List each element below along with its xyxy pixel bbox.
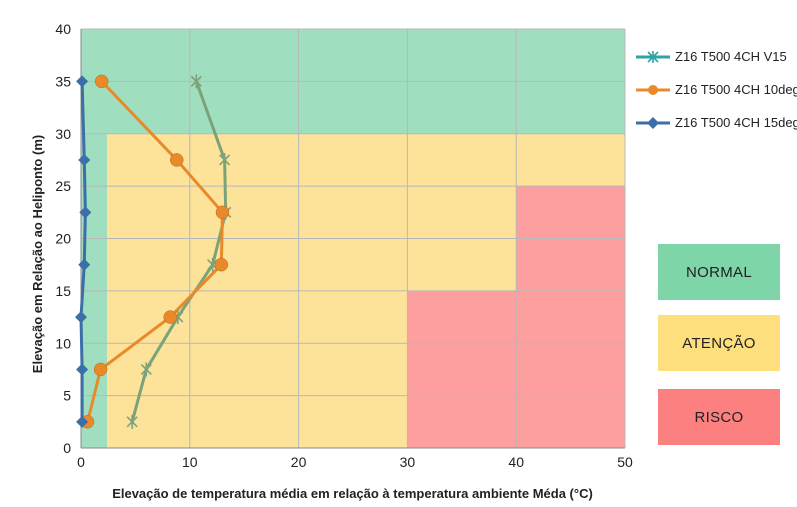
zone-risco-box: RISCO [658, 389, 780, 445]
y-tick-label: 25 [55, 178, 71, 194]
legend-label: Z16 T500 4CH 15deg [675, 115, 797, 130]
series-1-point [140, 362, 152, 377]
series-3-point [76, 363, 89, 376]
series-1-point [190, 74, 202, 89]
series-3-point [76, 415, 89, 428]
series-3-point [78, 258, 91, 271]
y-tick-label: 10 [55, 335, 71, 351]
series-2-point [163, 310, 177, 324]
series-1-point [219, 152, 231, 167]
y-tick-label: 15 [55, 283, 71, 299]
legend-label: Z16 T500 4CH V15 [675, 49, 787, 64]
x-tick-label: 20 [291, 454, 307, 470]
zone-normal-box: NORMAL [658, 244, 780, 300]
zone-atencao-box: ATENÇÃO [658, 315, 780, 371]
y-tick-label: 5 [63, 388, 71, 404]
series-2-point [215, 205, 230, 220]
y-tick-label: 30 [55, 126, 71, 142]
zone-atencao-label: ATENÇÃO [682, 334, 756, 352]
series-1-point [126, 414, 138, 429]
x-tick-label: 30 [400, 454, 416, 470]
legend-label: Z16 T500 4CH 10deg [675, 82, 797, 97]
y-tick-label: 0 [63, 440, 71, 456]
series-3-point [76, 75, 89, 88]
x-tick-label: 10 [182, 454, 198, 470]
series-2-point [94, 74, 109, 89]
y-axis-title: Elevação em Relação ao Heliponto (m) [30, 134, 45, 374]
legend-item-v15: Z16 T500 4CH V15 [636, 40, 797, 73]
series-3-point [78, 153, 91, 166]
legend-marker-diamond-icon [636, 116, 670, 129]
zone-normal-label: NORMAL [686, 263, 752, 281]
x-tick-label: 40 [508, 454, 524, 470]
y-tick-label: 20 [55, 231, 71, 247]
legend-marker-star-icon [636, 50, 670, 63]
legend: Z16 T500 4CH V15 Z16 T500 4CH 10deg Z16 … [636, 40, 797, 139]
legend-item-10deg: Z16 T500 4CH 10deg [636, 73, 797, 106]
legend-marker-circle-icon [636, 84, 670, 95]
legend-item-15deg: Z16 T500 4CH 15deg [636, 106, 797, 139]
series-3-point [75, 311, 87, 324]
x-axis-title: Elevação de temperatura média em relação… [112, 486, 593, 501]
x-tick-label: 0 [77, 454, 85, 470]
series-2-point [214, 257, 229, 272]
zone-risco-label: RISCO [694, 408, 744, 426]
zone-risco-area [516, 186, 625, 448]
series-2-point [169, 153, 184, 167]
series-2-point [93, 362, 108, 377]
series-3-point [79, 206, 92, 219]
zone-risco-area [407, 290, 517, 448]
x-tick-label: 50 [617, 454, 633, 470]
y-tick-label: 35 [55, 73, 71, 89]
y-tick-label: 40 [55, 21, 71, 37]
